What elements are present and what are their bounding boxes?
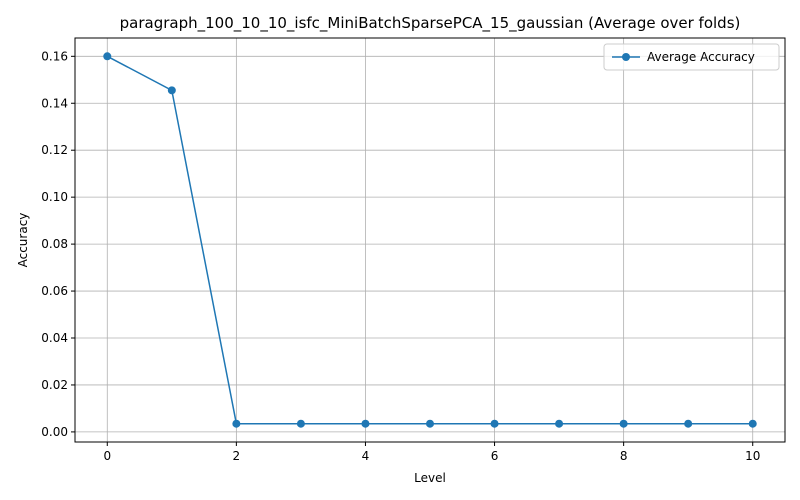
chart-title: paragraph_100_10_10_isfc_MiniBatchSparse… — [120, 14, 741, 33]
x-tick-label: 10 — [745, 449, 760, 463]
x-axis-ticks: 0 2 4 6 8 10 — [103, 442, 760, 463]
x-axis-title: Level — [414, 471, 446, 485]
legend-marker-swatch — [622, 53, 630, 61]
y-tick-label: 0.10 — [41, 190, 68, 204]
data-point-marker — [619, 419, 628, 428]
y-tick-label: 0.06 — [41, 284, 68, 298]
grid-lines — [75, 38, 785, 442]
data-point-marker — [167, 86, 176, 95]
x-tick-label: 2 — [233, 449, 241, 463]
plot-frame — [74, 37, 786, 443]
y-tick-label: 0.12 — [41, 143, 68, 157]
data-point-marker — [684, 419, 693, 428]
data-point-marker — [361, 419, 370, 428]
data-point-marker — [232, 419, 241, 428]
x-tick-label: 8 — [620, 449, 628, 463]
data-point-marker — [490, 419, 499, 428]
y-tick-label: 0.14 — [41, 96, 68, 110]
x-tick-label: 6 — [491, 449, 499, 463]
series-layer — [103, 52, 757, 428]
y-axis-ticks: 0.00 0.02 0.04 0.06 0.08 0.10 0.12 0.14 0.16 — [41, 49, 75, 439]
data-point-marker — [555, 419, 564, 428]
legend: Average Accuracy — [603, 43, 780, 71]
data-point-marker — [296, 419, 305, 428]
y-tick-label: 0.16 — [41, 49, 68, 63]
data-point-marker — [426, 419, 434, 428]
y-tick-label: 0.00 — [41, 425, 68, 439]
y-tick-label: 0.02 — [41, 378, 68, 392]
y-tick-label: 0.08 — [41, 237, 68, 251]
x-tick-label: 0 — [103, 449, 111, 463]
y-tick-label: 0.04 — [41, 331, 68, 345]
legend-box — [603, 43, 780, 71]
y-axis-title: Accuracy — [16, 213, 30, 268]
legend-entry-label: Average Accuracy — [647, 50, 755, 64]
data-point-marker — [748, 419, 757, 428]
data-point-marker — [103, 52, 112, 61]
x-tick-label: 4 — [362, 449, 370, 463]
